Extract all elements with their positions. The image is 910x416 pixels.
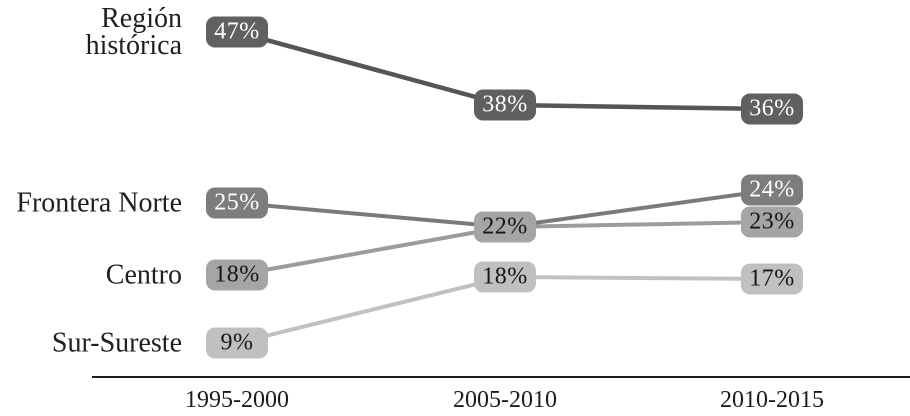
series-label-sur-sureste: Sur-Sureste bbox=[51, 327, 182, 359]
x-axis-label-1995-2000: 1995-2000 bbox=[185, 387, 289, 413]
x-axis-line bbox=[92, 376, 910, 378]
series-label-region-historica: Región histórica bbox=[85, 3, 182, 61]
point-badge-sur-sureste-2010-2015: 17% bbox=[741, 263, 803, 295]
point-badge-centro-2005-2010: 22% bbox=[474, 211, 536, 243]
x-axis-label-2005-2010: 2005-2010 bbox=[453, 387, 557, 413]
series-label-centro: Centro bbox=[105, 259, 182, 291]
point-badge-sur-sureste-2005-2010: 18% bbox=[474, 261, 536, 293]
series-label-frontera-norte: Frontera Norte bbox=[16, 187, 182, 219]
point-badge-sur-sureste-1995-2000: 9% bbox=[206, 327, 268, 359]
x-axis-label-2010-2015: 2010-2015 bbox=[720, 387, 824, 413]
point-badge-region-historica-2005-2010: 38% bbox=[474, 89, 536, 121]
point-badge-frontera-norte-1995-2000: 25% bbox=[206, 187, 268, 219]
point-badge-centro-2010-2015: 23% bbox=[741, 206, 803, 238]
point-badge-region-historica-1995-2000: 47% bbox=[206, 16, 268, 48]
point-badge-centro-1995-2000: 18% bbox=[206, 259, 268, 291]
point-badge-frontera-norte-2010-2015: 24% bbox=[741, 174, 803, 206]
point-badge-region-historica-2010-2015: 36% bbox=[741, 93, 803, 125]
